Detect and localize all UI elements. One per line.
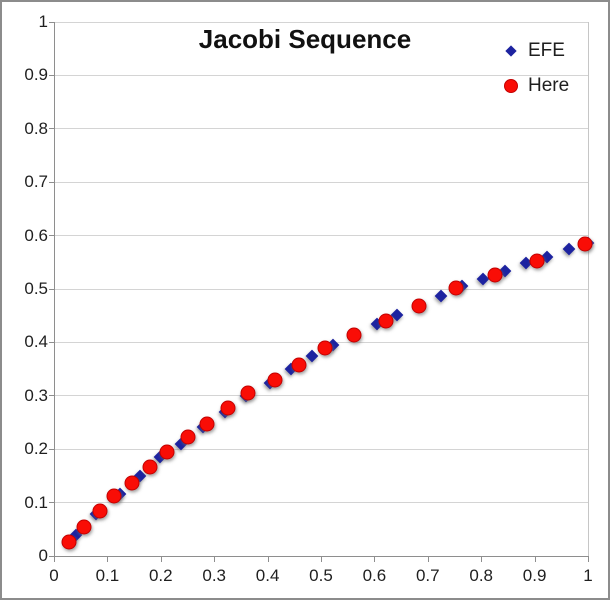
efe-data-point	[305, 349, 319, 363]
gridline	[54, 21, 588, 23]
here-data-point	[448, 280, 464, 296]
x-axis-tick	[107, 557, 109, 562]
x-axis-tick	[588, 557, 589, 562]
efe-data-point	[562, 243, 576, 256]
y-tick-label: 0.1	[24, 492, 48, 512]
gridline	[54, 502, 588, 504]
here-data-point	[577, 236, 593, 252]
y-axis-tick	[49, 555, 54, 557]
gridline	[54, 448, 588, 450]
here-data-point	[411, 298, 427, 314]
efe-data-point	[434, 289, 447, 303]
x-tick-label: 0.4	[255, 566, 280, 585]
gridline	[54, 235, 588, 237]
y-axis-tick	[49, 502, 54, 504]
y-axis-tick	[49, 235, 54, 237]
here-data-point	[346, 327, 362, 343]
here-data-point	[378, 313, 394, 328]
here-data-point	[317, 340, 333, 356]
x-axis-tick	[54, 557, 55, 562]
gridline	[54, 128, 588, 130]
x-axis-tick	[160, 557, 162, 562]
circle-marker-icon	[504, 78, 518, 93]
y-tick-label: 0	[38, 546, 48, 565]
here-data-point	[61, 534, 77, 550]
x-tick-label: 0.8	[469, 566, 493, 585]
gridline	[54, 74, 588, 76]
x-axis-tick	[481, 557, 483, 562]
legend-item-here: Here	[503, 68, 569, 103]
x-axis-tick	[374, 557, 376, 562]
legend: EFE Here	[503, 33, 569, 103]
legend-item-efe: EFE	[503, 33, 569, 68]
here-data-point	[267, 372, 283, 388]
x-tick-label: 0.3	[202, 566, 226, 585]
x-axis-tick	[427, 557, 429, 562]
x-tick-label: 0.2	[148, 566, 173, 585]
here-data-point	[199, 416, 215, 432]
x-axis-tick	[267, 557, 269, 562]
y-tick-label: 0.2	[24, 439, 48, 459]
here-data-point	[92, 503, 108, 519]
x-axis-tick	[321, 557, 322, 562]
here-data-point	[529, 253, 545, 269]
gridline	[54, 181, 588, 183]
y-tick-label: 1	[38, 12, 48, 31]
here-data-point	[142, 459, 158, 475]
y-axis-tick	[49, 181, 54, 183]
x-axis	[54, 556, 589, 557]
here-data-point	[240, 385, 256, 401]
here-data-point	[76, 519, 92, 535]
x-tick-label: 1	[583, 566, 593, 585]
y-tick-label: 0.5	[24, 279, 48, 298]
legend-label-here: Here	[528, 74, 570, 96]
y-tick-label: 0.7	[24, 172, 48, 192]
plot-border-right	[588, 22, 589, 556]
x-tick-label: 0.7	[415, 566, 440, 585]
y-tick-label: 0.9	[24, 65, 48, 85]
here-data-point	[180, 429, 195, 445]
gridline	[54, 288, 588, 290]
y-axis-tick	[49, 395, 54, 397]
y-tick-label: 0.4	[24, 332, 48, 352]
x-tick-label: 0	[49, 566, 59, 585]
y-tick-label: 0.6	[24, 225, 48, 245]
diamond-marker-icon	[505, 44, 517, 57]
x-tick-label: 0.6	[362, 566, 387, 585]
gridline	[54, 395, 588, 397]
x-axis-tick	[534, 557, 536, 562]
here-data-point	[159, 444, 175, 460]
y-axis-tick	[49, 288, 54, 290]
here-data-point	[106, 488, 122, 504]
chart-title: Jacobi Sequence	[198, 24, 412, 54]
x-tick-label: 0.9	[522, 566, 547, 585]
here-data-point	[291, 357, 307, 373]
legend-label-efe: EFE	[528, 39, 565, 61]
here-data-point	[487, 267, 503, 283]
here-data-point	[220, 400, 236, 416]
y-axis-tick	[49, 448, 54, 450]
here-data-point	[124, 475, 140, 491]
y-axis-tick	[49, 74, 54, 76]
y-axis-tick	[49, 21, 54, 23]
y-tick-label: 0.3	[24, 385, 48, 405]
y-axis-tick	[49, 341, 54, 343]
x-axis-tick	[214, 557, 216, 562]
x-tick-label: 0.5	[309, 566, 333, 585]
y-tick-label: 0.8	[24, 118, 48, 138]
x-tick-label: 0.1	[95, 566, 120, 585]
y-axis	[54, 22, 55, 557]
y-axis-tick	[49, 128, 54, 130]
